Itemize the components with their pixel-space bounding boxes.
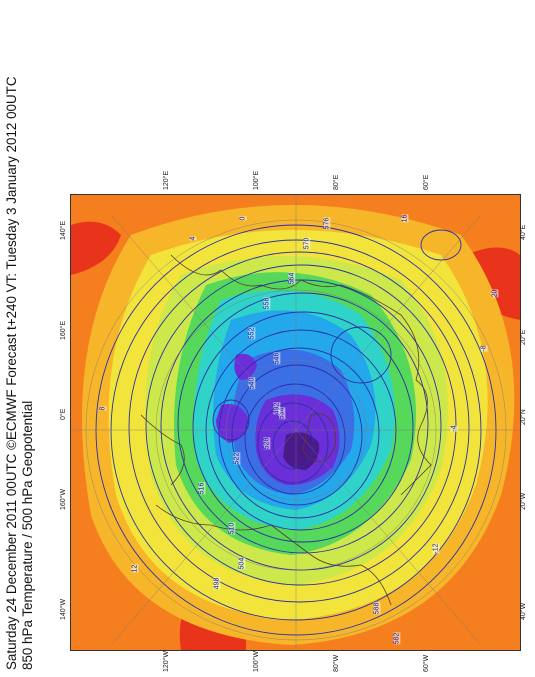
contour-ring bbox=[212, 399, 250, 441]
weather-map: 576 570 564 558 552 546 540 534 528 522 516 510 504 4… bbox=[70, 194, 521, 651]
contour-value-label: 504 bbox=[238, 557, 246, 570]
map-title-block: Saturday 24 December 2011 00UTC ©ECMWF F… bbox=[0, 0, 60, 677]
contour-ring bbox=[420, 229, 462, 261]
lon-right-label: 20°N bbox=[520, 409, 527, 425]
contour-value-label: 492 bbox=[273, 402, 281, 415]
contour-value-label: 558 bbox=[263, 297, 271, 310]
lon-left-label: 140°E bbox=[60, 220, 67, 240]
contour-ring bbox=[192, 311, 414, 543]
contour-ring bbox=[145, 264, 457, 586]
extreme-cold-area-3 bbox=[234, 353, 257, 380]
lon-right-label: 20°E bbox=[520, 329, 527, 345]
map-title: Saturday 24 December 2011 00UTC ©ECMWF F… bbox=[4, 76, 36, 670]
contour-value-label: 498 bbox=[213, 577, 221, 590]
lon-right-label: 40°E bbox=[520, 224, 527, 240]
contour-value-label: 528 bbox=[263, 437, 271, 450]
lon-left-label: 160°E bbox=[60, 320, 67, 340]
coast-greenland bbox=[302, 413, 337, 462]
contour-ring bbox=[231, 364, 363, 506]
temperature-value-label: -12 bbox=[432, 543, 440, 554]
lon-bottom-label: 100°W bbox=[253, 650, 260, 672]
contour-ring bbox=[257, 402, 329, 484]
contour-value-label: 582 bbox=[393, 632, 401, 645]
temperature-value-label: -4 bbox=[450, 425, 458, 432]
temperature-value-label: -8 bbox=[480, 345, 488, 352]
lon-top-label: 100°E bbox=[253, 170, 260, 190]
coast-alaska bbox=[140, 414, 185, 486]
lon-bottom-label: 80°W bbox=[333, 654, 340, 672]
coast-north-america bbox=[155, 504, 392, 606]
contour-ring bbox=[244, 383, 346, 495]
coast-europe bbox=[400, 379, 432, 496]
lon-top-label: 120°E bbox=[163, 170, 170, 190]
contour-value-label: 546 bbox=[273, 352, 281, 365]
contour-value-label: 522 bbox=[233, 452, 241, 465]
contour-ring bbox=[272, 420, 314, 470]
temperature-value-label: 0 bbox=[239, 216, 247, 221]
contour-value-label: 510 bbox=[228, 522, 236, 535]
contour-ring bbox=[330, 326, 392, 384]
graticule bbox=[71, 195, 520, 650]
contour-value-label: 540 bbox=[248, 377, 256, 390]
contour-value-label: 576 bbox=[323, 217, 331, 230]
temperature-value-label: 16 bbox=[401, 214, 409, 223]
temperature-value-label: 12 bbox=[131, 564, 139, 573]
contour-value-label: 564 bbox=[288, 272, 296, 285]
temperature-value-label: 8 bbox=[99, 406, 107, 411]
cold-core bbox=[283, 432, 320, 470]
map-canvas bbox=[71, 195, 520, 650]
contour-value-label: 516 bbox=[198, 482, 206, 495]
temperature-value-label: 4 bbox=[189, 236, 197, 241]
title-line-1: Saturday 24 December 2011 00UTC ©ECMWF F… bbox=[4, 76, 19, 670]
lon-top-label: 60°E bbox=[423, 174, 430, 190]
hot-patch-nw bbox=[71, 221, 121, 275]
lon-right-label: 40°W bbox=[520, 602, 527, 620]
lon-top-label: 80°E bbox=[333, 174, 340, 190]
lon-right-label: 20°W bbox=[520, 492, 527, 510]
contour-value-label: 588 bbox=[373, 602, 381, 615]
temperature-value-label: 20 bbox=[491, 289, 499, 298]
lon-left-label: 0°E bbox=[60, 408, 67, 420]
lon-bottom-label: 60°W bbox=[423, 654, 430, 672]
contour-ring bbox=[128, 251, 470, 603]
lon-bottom-label: 120°W bbox=[163, 650, 170, 672]
contour-value-label: 552 bbox=[248, 327, 256, 340]
lon-left-label: 160°W bbox=[60, 488, 67, 510]
contour-ring bbox=[177, 292, 429, 554]
lon-left-label: 140°W bbox=[60, 598, 67, 620]
contour-ring bbox=[218, 347, 380, 519]
contour-value-label: 570 bbox=[303, 237, 311, 250]
title-line-2: 850 hPa Temperature / 500 hPa Geopotenti… bbox=[20, 400, 35, 670]
